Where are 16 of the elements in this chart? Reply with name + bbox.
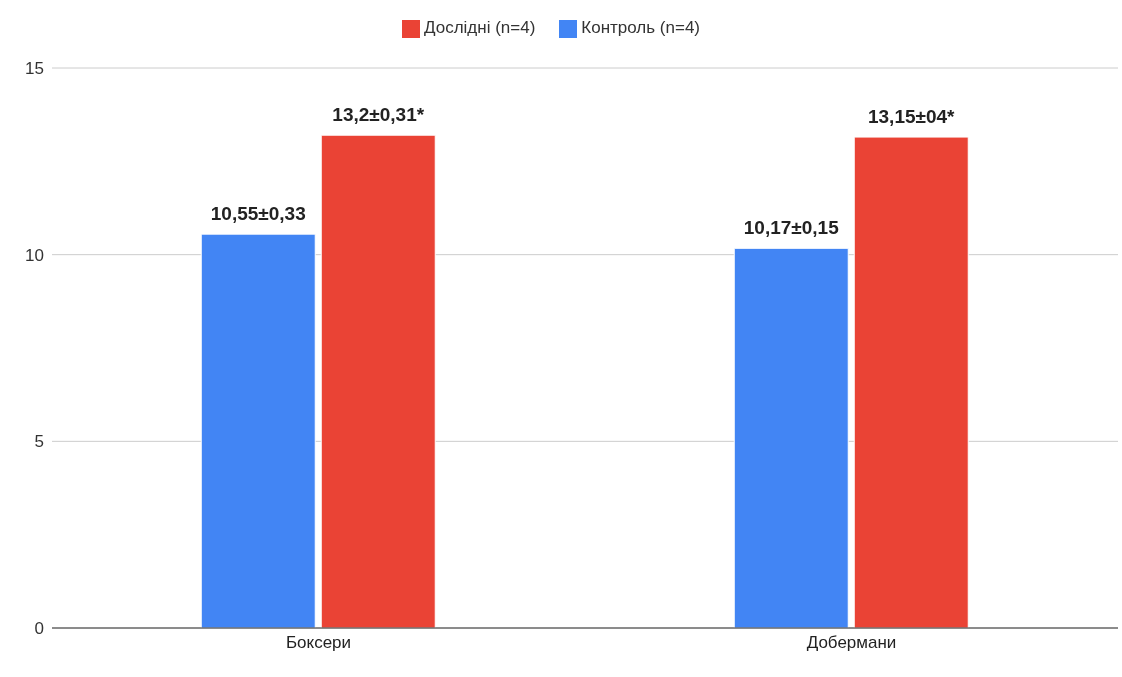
data-label: 13,15±04* bbox=[867, 106, 956, 128]
data-label: 13,2±0,31* bbox=[332, 104, 425, 126]
y-tick-label: 0 bbox=[34, 619, 44, 639]
bar bbox=[733, 247, 849, 628]
y-tick-label: 15 bbox=[25, 59, 44, 79]
x-tick-label: Добермани bbox=[806, 633, 897, 653]
x-tick-label: Боксери bbox=[285, 633, 352, 653]
bar bbox=[853, 136, 969, 628]
y-tick-label: 10 bbox=[25, 245, 44, 265]
data-label: 10,55±0,33 bbox=[210, 203, 306, 225]
bar bbox=[200, 233, 316, 628]
y-tick-label: 5 bbox=[34, 432, 44, 452]
bar bbox=[320, 134, 436, 628]
legend-label: Дослідні (n=4) bbox=[423, 18, 536, 37]
legend-label: Контроль (n=4) bbox=[581, 18, 701, 37]
data-label: 10,17±0,15 bbox=[743, 217, 840, 239]
